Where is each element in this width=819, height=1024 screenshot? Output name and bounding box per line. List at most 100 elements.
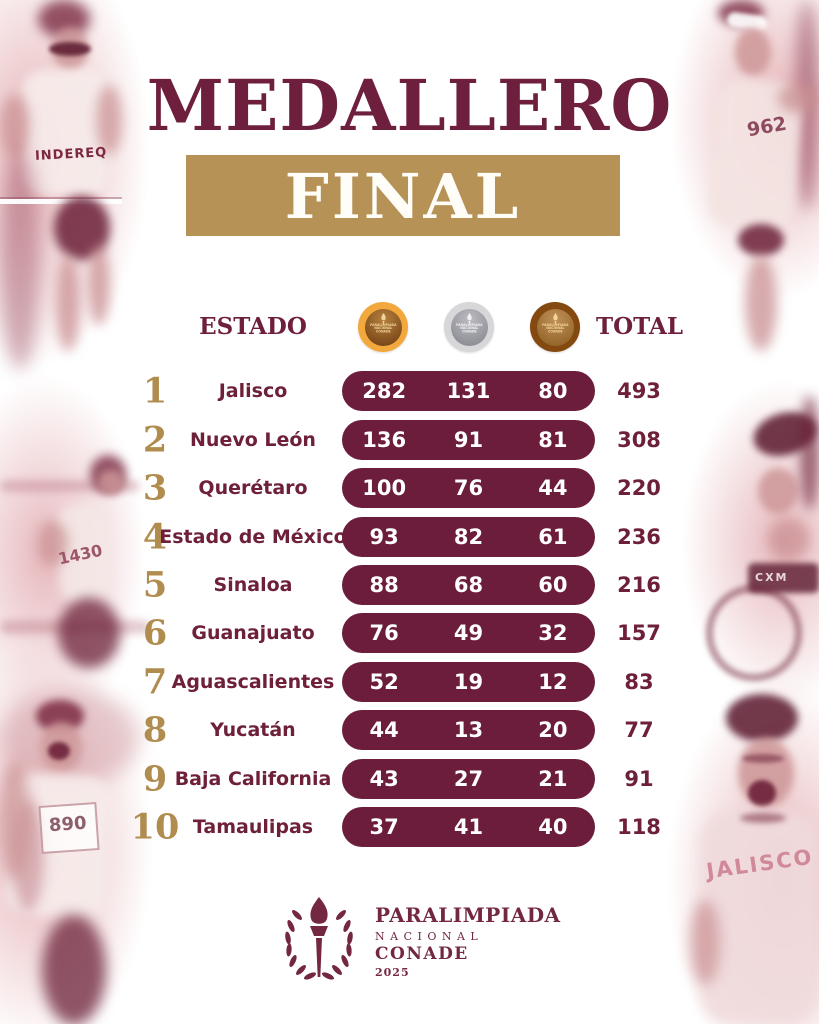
bronze-count: 61 xyxy=(538,524,568,549)
photo-shape xyxy=(718,0,764,26)
gold-count: 76 xyxy=(369,621,399,646)
state-name: Baja California xyxy=(174,767,332,790)
medal-emblem-text: PARALIMPIADA xyxy=(541,322,569,327)
medal-counts-pill: 44 13 20 xyxy=(342,710,595,751)
bronze-count: 12 xyxy=(538,669,568,694)
headband-shape xyxy=(726,11,768,32)
medal-emblem-subtext: NACIONAL CONADE xyxy=(459,326,479,333)
medal-emblem-subtext: NACIONAL CONADE xyxy=(373,326,393,333)
medal-emblem-subtext: NACIONAL CONADE xyxy=(545,326,565,333)
bronze-count: 60 xyxy=(538,572,568,597)
rank-number: 10 xyxy=(130,806,180,848)
table-row: 10 Tamaulipas 37 41 40 118 xyxy=(0,803,819,851)
total-count: 118 xyxy=(617,815,661,840)
conade-logo-text: PARALIMPIADA NACIONAL CONADE 2025 xyxy=(375,903,561,979)
total-count: 220 xyxy=(617,476,661,501)
medal-counts-pill: 76 49 32 xyxy=(342,613,595,654)
medal-counts-pill: 88 68 60 xyxy=(342,564,595,605)
gold-count: 93 xyxy=(369,524,399,549)
state-name: Yucatán xyxy=(210,719,296,742)
silver-medal-core: PARALIMPIADA NACIONAL CONADE xyxy=(450,308,488,346)
state-name: Aguascalientes xyxy=(171,670,335,693)
photo-shape xyxy=(42,915,106,1024)
logo-line-year: 2025 xyxy=(375,966,410,979)
bronze-medal-icon: PARALIMPIADA NACIONAL CONADE xyxy=(530,302,580,352)
state-name: Tamaulipas xyxy=(192,816,314,839)
bronze-count: 32 xyxy=(538,621,568,646)
finish-tape-shape xyxy=(0,199,122,204)
photo-shape xyxy=(56,255,80,351)
medal-counts-pill: 37 41 40 xyxy=(342,807,595,848)
logo-line-nacional: NACIONAL xyxy=(375,930,484,943)
medal-table-rows: 1 Jalisco 282 131 80 493 2 Nuevo León 13… xyxy=(0,367,819,851)
table-row: 2 Nuevo León 136 91 81 308 xyxy=(0,415,819,463)
silver-count: 19 xyxy=(453,669,484,694)
total-count: 493 xyxy=(617,379,661,404)
medal-emblem-text: PARALIMPIADA xyxy=(369,322,397,327)
table-row: 9 Baja California 43 27 21 91 xyxy=(0,755,819,803)
table-row: 8 Yucatán 44 13 20 77 xyxy=(0,706,819,754)
photo-shape xyxy=(745,255,777,351)
total-count: 308 xyxy=(617,427,661,452)
medal-counts-pill: 282 131 80 xyxy=(342,371,595,412)
silver-count: 27 xyxy=(453,766,484,791)
rank-number: 4 xyxy=(142,516,168,558)
gold-count: 44 xyxy=(369,718,399,743)
gold-count: 43 xyxy=(369,766,399,791)
bronze-count: 21 xyxy=(538,766,568,791)
silver-count: 68 xyxy=(453,572,484,597)
state-name: Sinaloa xyxy=(213,573,293,596)
silver-count: 13 xyxy=(453,718,484,743)
column-header-estado: ESTADO xyxy=(199,313,307,340)
subtitle-banner: FINAL xyxy=(186,155,620,236)
gold-count: 88 xyxy=(369,572,399,597)
gold-count: 52 xyxy=(369,669,399,694)
bronze-count: 40 xyxy=(538,815,568,840)
page-title: MEDALLERO xyxy=(146,64,673,147)
state-name: Guanajuato xyxy=(191,622,315,645)
state-name: Estado de México xyxy=(159,525,347,548)
photo-shape xyxy=(38,0,90,38)
total-count: 77 xyxy=(624,718,654,743)
bronze-count: 44 xyxy=(538,476,568,501)
state-name: Nuevo León xyxy=(190,428,316,451)
column-header-total: TOTAL xyxy=(596,313,684,340)
logo-line-paralimpiada: PARALIMPIADA xyxy=(375,903,561,927)
rank-number: 7 xyxy=(142,661,168,703)
conade-logo xyxy=(277,893,361,987)
silver-count: 82 xyxy=(453,524,484,549)
table-row: 6 Guanajuato 76 49 32 157 xyxy=(0,609,819,657)
torch-icon xyxy=(380,312,386,324)
table-row: 4 Estado de México 93 82 61 236 xyxy=(0,512,819,560)
bronze-medal-core: PARALIMPIADA NACIONAL CONADE xyxy=(536,308,574,346)
medal-counts-pill: 52 19 12 xyxy=(342,661,595,702)
table-row: 3 Querétaro 100 76 44 220 xyxy=(0,464,819,512)
table-row: 5 Sinaloa 88 68 60 216 xyxy=(0,561,819,609)
torch-icon xyxy=(466,312,472,324)
rank-number: 6 xyxy=(142,612,168,654)
rank-number: 2 xyxy=(142,419,168,461)
torch-wreath-icon xyxy=(285,897,353,980)
silver-count: 131 xyxy=(446,379,491,404)
rank-number: 3 xyxy=(142,467,168,509)
jersey-text: INDEREQ xyxy=(34,145,108,164)
photo-shape xyxy=(0,150,40,370)
silver-count: 41 xyxy=(453,815,484,840)
medal-counts-pill: 100 76 44 xyxy=(342,468,595,509)
medal-counts-pill: 93 82 61 xyxy=(342,516,595,557)
total-count: 157 xyxy=(617,621,661,646)
gold-medal-icon: PARALIMPIADA NACIONAL CONADE xyxy=(358,302,408,352)
silver-count: 76 xyxy=(453,476,484,501)
gold-medal-core: PARALIMPIADA NACIONAL CONADE xyxy=(364,308,402,346)
silver-medal-icon: PARALIMPIADA NACIONAL CONADE xyxy=(444,302,494,352)
gold-count: 100 xyxy=(362,476,407,501)
table-row: 7 Aguascalientes 52 19 12 83 xyxy=(0,658,819,706)
gold-count: 136 xyxy=(362,427,407,452)
bronze-count: 20 xyxy=(538,718,568,743)
medal-emblem-text: PARALIMPIADA xyxy=(455,322,483,327)
torch-icon xyxy=(552,312,558,324)
photo-shape xyxy=(735,28,771,76)
total-count: 83 xyxy=(624,669,654,694)
medal-counts-pill: 43 27 21 xyxy=(342,758,595,799)
bronze-count: 81 xyxy=(538,427,568,452)
